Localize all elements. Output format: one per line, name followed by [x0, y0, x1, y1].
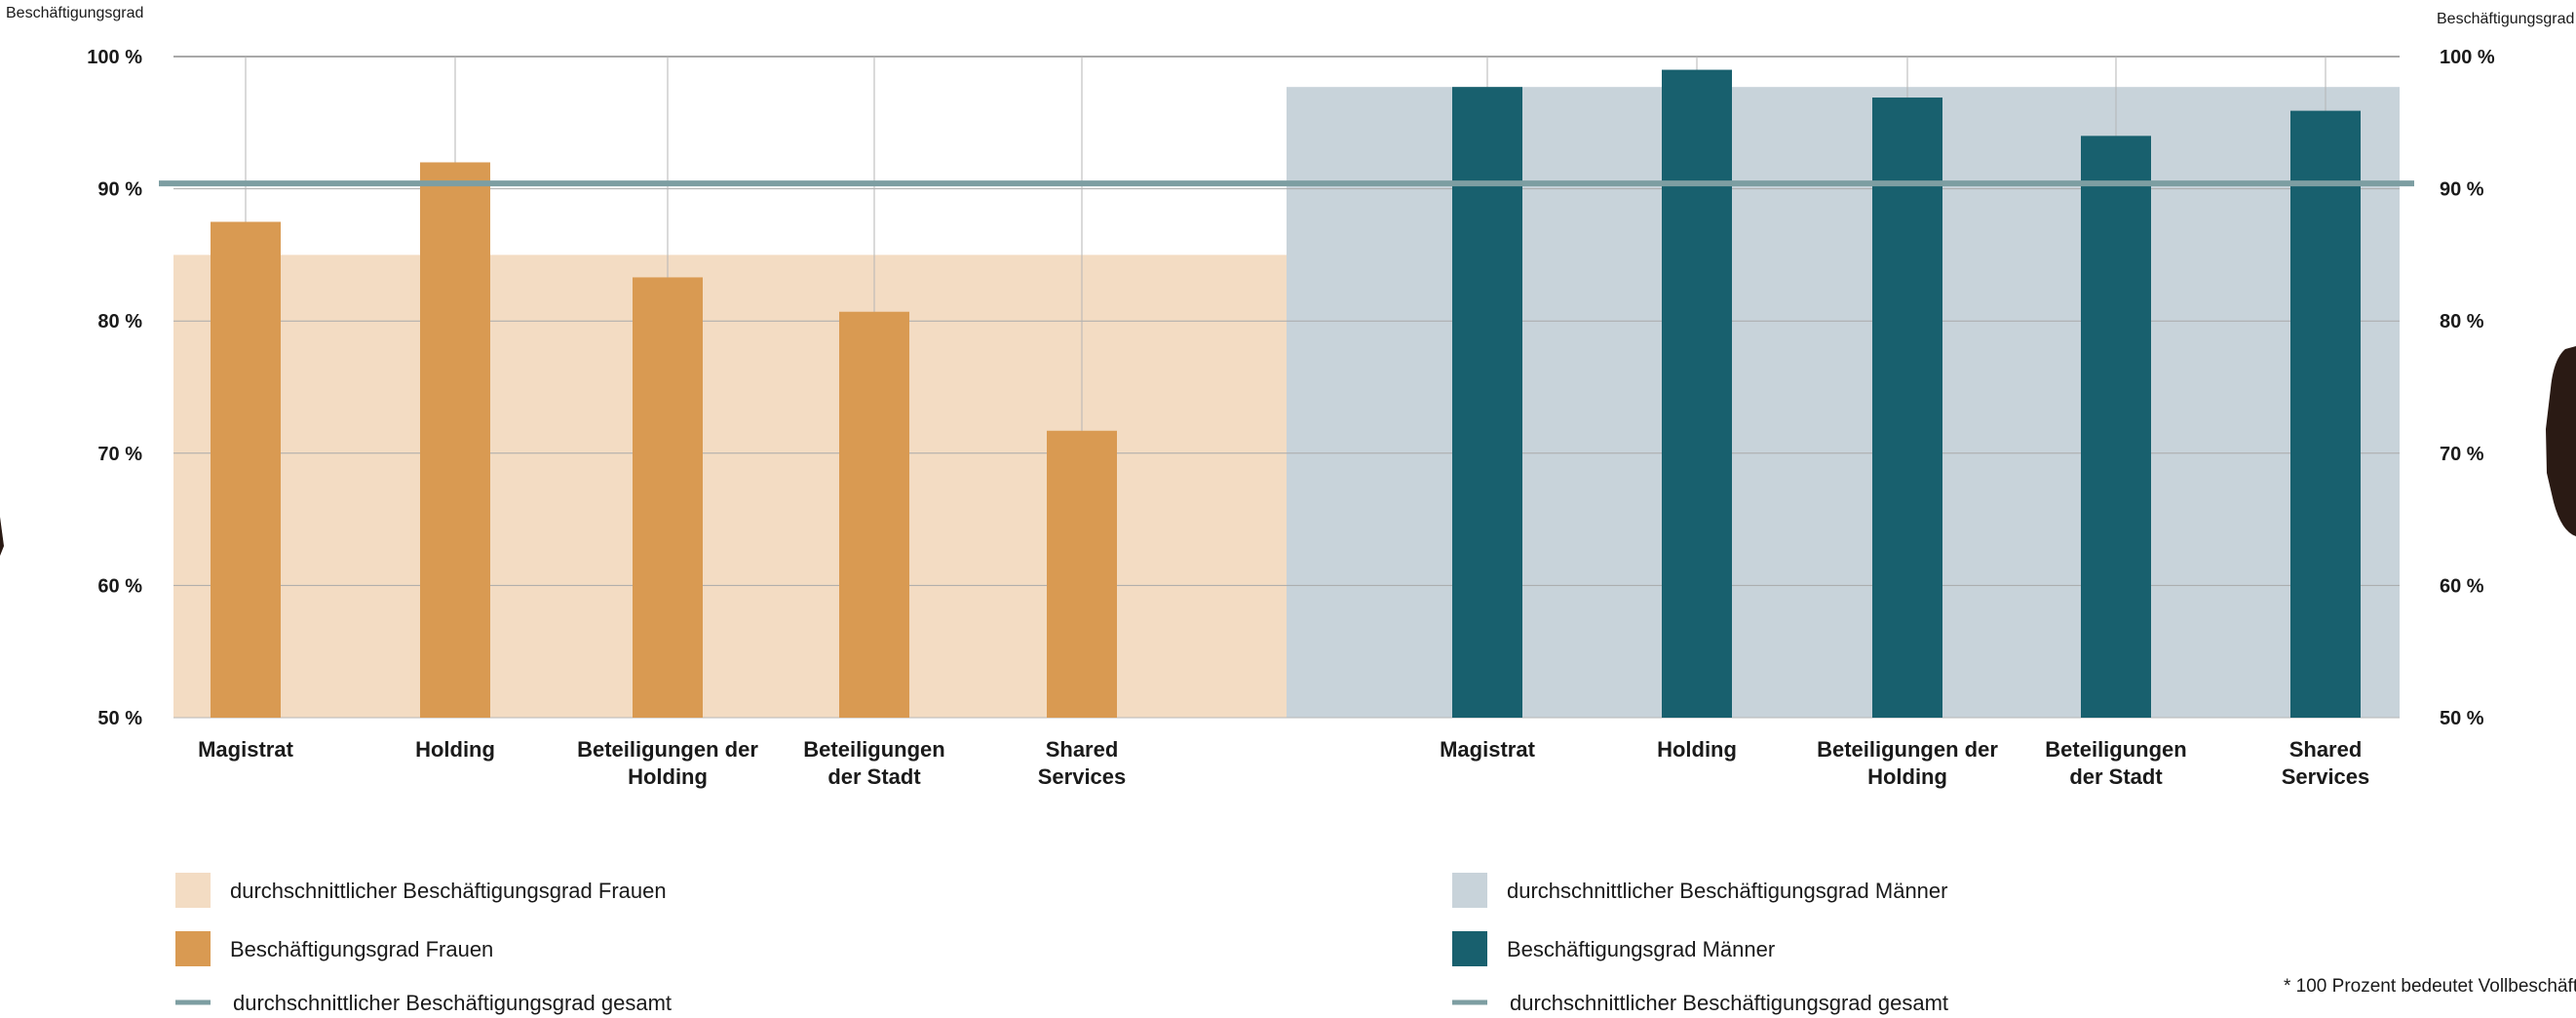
bar-maenner — [1872, 98, 1942, 718]
y-tick-label-left: 100 % — [87, 47, 142, 68]
bar-frauen — [839, 311, 909, 718]
person-silhouette-left-icon — [0, 517, 4, 556]
legend-swatch-average-band — [175, 873, 211, 908]
category-label: Holding — [628, 764, 708, 789]
category-label: Beteiligungen der — [1817, 737, 1998, 762]
legend-label: Beschäftigungsgrad Frauen — [230, 937, 493, 961]
legend-swatch-bar — [1452, 931, 1487, 966]
person-silhouette-right-icon — [2546, 346, 2576, 536]
y-axis-title-left: Beschäftigungsgrad — [6, 5, 143, 21]
category-label: Shared — [1046, 737, 1119, 762]
category-label: der Stadt — [827, 764, 921, 789]
legend-label: Beschäftigungsgrad Männer — [1507, 937, 1775, 961]
category-label: Holding — [1867, 764, 1947, 789]
category-label: Holding — [1657, 737, 1737, 762]
bar-maenner — [2290, 110, 2361, 718]
category-label: der Stadt — [2069, 764, 2163, 789]
bar-frauen — [211, 221, 281, 718]
category-label: Services — [1038, 764, 1127, 789]
category-label: Beteiligungen — [2045, 737, 2186, 762]
y-tick-label-left: 70 % — [97, 444, 142, 465]
category-label: Shared — [2289, 737, 2363, 762]
y-tick-label-left: 50 % — [97, 708, 142, 729]
y-tick-label-left: 80 % — [97, 311, 142, 333]
category-label: Beteiligungen — [803, 737, 944, 762]
legend-label: durchschnittlicher Beschäftigungsgrad Fr… — [230, 879, 667, 903]
bar-frauen — [1047, 430, 1117, 718]
bar-maenner — [2081, 136, 2151, 719]
category-label: Magistrat — [1440, 737, 1535, 762]
legend-label: durchschnittlicher Beschäftigungsgrad ge… — [1510, 991, 1948, 1015]
y-tick-label-right: 90 % — [2440, 179, 2484, 201]
legend-swatch-bar — [175, 931, 211, 966]
y-tick-label-right: 100 % — [2440, 47, 2495, 68]
category-label: Holding — [415, 737, 495, 762]
y-tick-label-left: 60 % — [97, 575, 142, 597]
category-label: Magistrat — [198, 737, 293, 762]
y-axis-title-right: Beschäftigungsgrad — [2437, 11, 2574, 27]
y-tick-label-right: 70 % — [2440, 444, 2484, 465]
y-tick-label-right: 60 % — [2440, 575, 2484, 597]
bar-frauen — [420, 162, 490, 719]
bar-maenner — [1662, 69, 1732, 718]
footnote: * 100 Prozent bedeutet Vollbeschäfti — [2284, 976, 2576, 997]
y-tick-label-right: 50 % — [2440, 708, 2484, 729]
legend-label: durchschnittlicher Beschäftigungsgrad ge… — [233, 991, 672, 1015]
legend-swatch-average-band — [1452, 873, 1487, 908]
bar-maenner — [1452, 87, 1522, 719]
category-label: Services — [2282, 764, 2370, 789]
y-tick-label-left: 90 % — [97, 179, 142, 201]
y-tick-label-right: 80 % — [2440, 311, 2484, 333]
average-band-frauen — [173, 254, 1287, 718]
bar-frauen — [633, 277, 703, 718]
legend-label: durchschnittlicher Beschäftigungsgrad Mä… — [1507, 879, 1947, 903]
category-label: Beteiligungen der — [577, 737, 758, 762]
